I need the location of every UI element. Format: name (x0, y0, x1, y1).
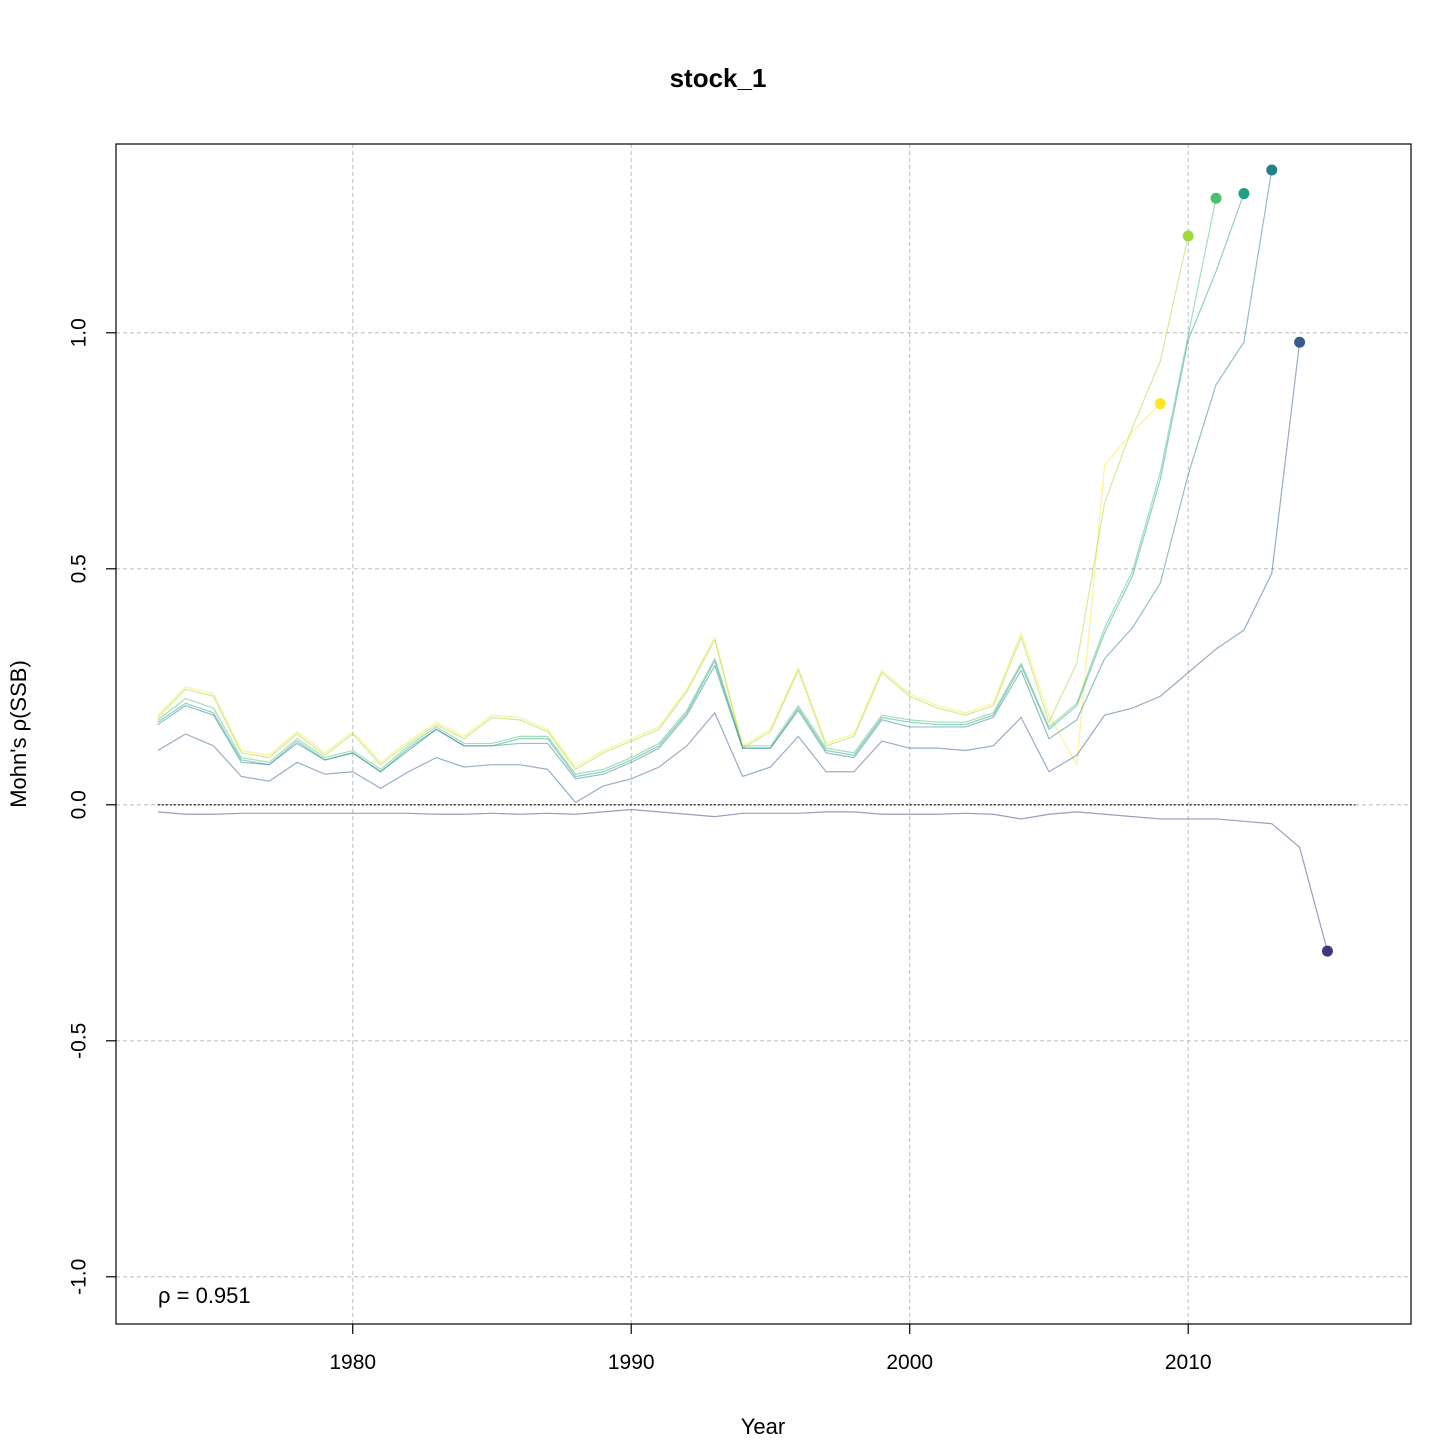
series-layer (157, 169, 1329, 952)
x-axis: 1980 1990 2000 2010 (329, 1324, 1212, 1374)
terminal-point-2012 (1238, 188, 1250, 200)
terminal-point-2011 (1210, 192, 1222, 204)
y-axis: -1.0 -0.5 0.0 0.5 1.0 (68, 318, 116, 1295)
y-tick-label-4: 1.0 (68, 318, 91, 347)
series-line-2010 (157, 235, 1189, 771)
terminal-point-2010 (1182, 230, 1194, 242)
y-tick-label-1: -0.5 (68, 1023, 91, 1059)
mohns-rho-annotation: ρ = 0.951 (158, 1283, 251, 1308)
plot-frame (115, 143, 1412, 1325)
terminal-point-2015 (1321, 945, 1333, 957)
terminal-points (1154, 164, 1333, 957)
terminal-point-2013 (1266, 164, 1278, 176)
series-line-2013 (157, 169, 1273, 780)
y-tick-label-0: -1.0 (68, 1259, 91, 1295)
terminal-point-2014 (1294, 336, 1306, 348)
series-line-2011 (157, 198, 1217, 775)
x-tick-label-1: 1990 (608, 1351, 655, 1374)
series-line-2009 (157, 403, 1161, 768)
x-axis-label: Year (741, 1414, 785, 1439)
series-line-2014 (157, 342, 1301, 804)
terminal-point-2009 (1154, 398, 1166, 410)
x-tick-label-2: 2000 (886, 1351, 933, 1374)
y-tick-label-2: 0.0 (68, 790, 91, 819)
x-tick-label-0: 1980 (329, 1351, 376, 1374)
x-tick-label-3: 2010 (1165, 1351, 1212, 1374)
y-tick-label-3: 0.5 (68, 554, 91, 583)
y-axis-label: Mohn's ρ(SSB) (6, 660, 31, 808)
series-line-2012 (157, 193, 1245, 778)
chart-title: stock_1 (670, 63, 767, 93)
series-line-2015 (157, 808, 1329, 952)
